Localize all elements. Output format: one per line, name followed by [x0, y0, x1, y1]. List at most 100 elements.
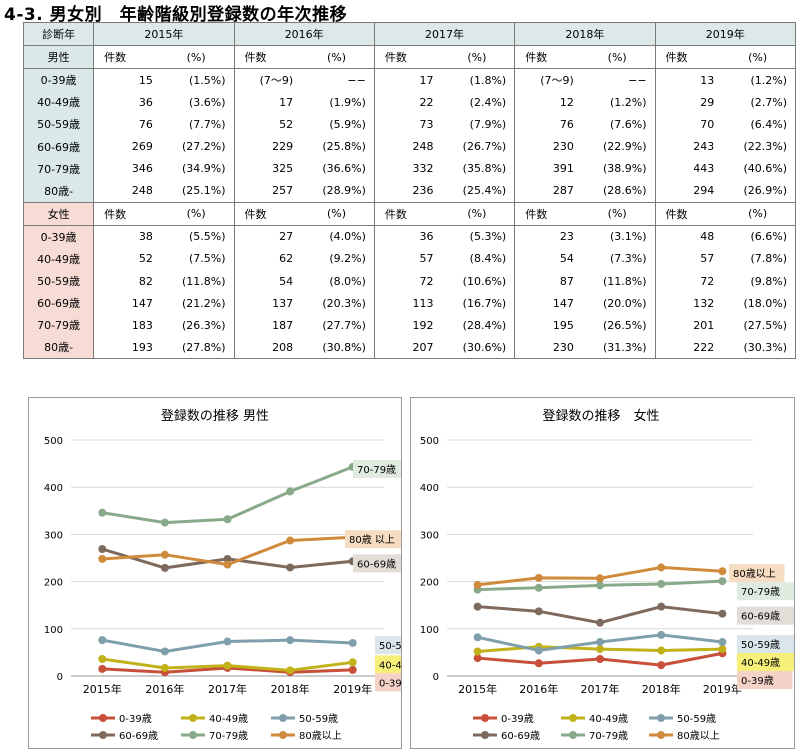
- pct-cell: (18.0%): [720, 292, 797, 315]
- pct-cell: (26.5%): [579, 314, 656, 337]
- pct-cell: (1.2%): [579, 91, 656, 114]
- series-end-label: 50-59歳: [741, 639, 780, 651]
- legend-label: 0-39歳: [119, 713, 152, 725]
- data-point: [160, 518, 169, 527]
- pct-cell: (3.1%): [579, 225, 656, 248]
- data-point: [286, 536, 295, 545]
- pct-cell: (9.2%): [299, 247, 375, 271]
- age-label: 70-79歳: [22, 314, 95, 337]
- y-tick-label: 0: [57, 672, 63, 683]
- pct-cell: (7.9%): [439, 113, 516, 136]
- data-point: [98, 508, 107, 517]
- pct-cell: (21.2%): [158, 292, 235, 315]
- series-end-label: 40-49歳: [741, 657, 780, 669]
- data-point: [223, 560, 232, 569]
- pct-header: (%): [439, 201, 516, 226]
- count-cell: 52: [279, 117, 294, 131]
- y-tick-label: 0: [433, 672, 439, 683]
- age-label: 50-59歳: [22, 113, 95, 136]
- chart-title: 登録数の推移 男性: [161, 409, 269, 424]
- female-chart-frame: 登録数の推移 女性 0 100 200 300 400 500 2015年 2016年 2017年…: [410, 397, 802, 749]
- count-cell: 54: [279, 274, 294, 288]
- data-point: [223, 637, 232, 646]
- pct-cell: (34.9%): [158, 157, 235, 180]
- legend-label: 0-39歳: [501, 713, 534, 725]
- count-cell: 137: [272, 296, 294, 310]
- chart-title: 登録数の推移 女性: [542, 408, 659, 424]
- count-cell: 38: [138, 230, 153, 244]
- data-point: [473, 580, 482, 589]
- x-tick-label: 2017年: [208, 682, 247, 696]
- pct-cell: (35.8%): [439, 157, 516, 180]
- y-tick-label: 300: [44, 530, 63, 541]
- count-cell: 57: [700, 252, 715, 266]
- pct-header: (%): [720, 45, 797, 70]
- table-row: 60-69歳 147 (21.2%) 137 (20.3%) 113 (16.7%) 147 (…: [22, 292, 797, 315]
- female-subheader-row: 女性 件数 (%) 件数 (%) 件数 (%) 件数 (%) 件数 (%): [22, 201, 797, 226]
- pct-cell: (31.3%): [579, 336, 656, 360]
- age-label: 70-79歳: [22, 157, 95, 180]
- pct-cell: (30.3%): [720, 336, 797, 360]
- data-point: [534, 573, 543, 582]
- legend-marker: [569, 714, 577, 722]
- series-end-label: 60-69歳: [357, 558, 396, 570]
- x-tick-label: 2016年: [145, 682, 184, 696]
- legend-label: 80歳以上: [299, 730, 342, 742]
- count-cell: 17: [419, 73, 434, 87]
- data-point: [534, 646, 543, 655]
- year-header-row: 診断年 2015年 2016年 2017年 2018年 2019年: [22, 21, 797, 47]
- pct-cell: (7.3%): [579, 247, 656, 271]
- corner-label: 診断年: [22, 21, 95, 47]
- data-point: [596, 581, 604, 590]
- pct-header: (%): [158, 201, 235, 226]
- pct-cell: (22.9%): [579, 135, 656, 158]
- legend-label: 60-69歳: [501, 730, 540, 742]
- count-cell: 193: [93, 336, 159, 360]
- count-cell: 72: [419, 274, 434, 288]
- count-cell: 87: [559, 274, 574, 288]
- pct-header: (%): [579, 45, 656, 70]
- page-title: 4-3. 男女別 年齢階級別登録数の年次推移: [4, 5, 348, 25]
- count-cell: 229: [272, 140, 294, 154]
- count-cell: 257: [272, 184, 294, 198]
- table-row: 0-39歳 38 (5.5%) 27 (4.0%) 36 (5.3%) 23 (3.1%) 48 (…: [22, 225, 797, 248]
- pct-cell: (26.7%): [439, 135, 516, 158]
- data-point: [160, 563, 169, 572]
- age-label: 50-59歳: [22, 270, 95, 293]
- table-row: 60-69歳 269 (27.2%) 229 (25.8%) 248 (26.7%) 230 (…: [22, 135, 797, 158]
- count-cell: 73: [419, 117, 434, 131]
- end-label-bg: [737, 671, 793, 690]
- x-tick-label: 2019年: [333, 682, 372, 696]
- count-cell: 183: [131, 318, 153, 332]
- data-point: [473, 602, 482, 611]
- end-label-bg: [737, 635, 802, 654]
- count-header: 件数: [374, 201, 440, 226]
- count-header: 件数: [93, 45, 159, 70]
- pct-header: (%): [299, 201, 375, 226]
- data-point: [657, 579, 666, 588]
- pct-cell: (5.3%): [439, 225, 516, 248]
- series-end-label: 60-69歳: [741, 611, 780, 623]
- count-cell: 52: [138, 252, 153, 266]
- age-label: 40-49歳: [22, 91, 95, 114]
- data-point: [718, 609, 727, 618]
- data-point: [657, 661, 666, 670]
- series-end-label: 50-59歳: [379, 640, 401, 652]
- count-cell: 57: [419, 252, 434, 266]
- data-point: [98, 655, 107, 664]
- count-cell: 222: [655, 336, 721, 360]
- data-point: [473, 647, 482, 656]
- pct-cell: (1.9%): [299, 91, 375, 114]
- data-point: [286, 636, 295, 645]
- pct-cell: (25.1%): [158, 179, 235, 203]
- legend-marker: [99, 731, 107, 739]
- count-cell: 27: [279, 230, 294, 244]
- male-subheader-row: 男性 件数 (%) 件数 (%) 件数 (%) 件数 (%) 件数 (%): [22, 45, 797, 70]
- count-cell: 201: [693, 318, 715, 332]
- pct-cell: (36.6%): [299, 157, 375, 180]
- pct-cell: (27.8%): [158, 336, 235, 360]
- female-label: 女性: [22, 201, 95, 226]
- pct-cell: (11.8%): [158, 270, 235, 293]
- count-cell: 13: [700, 73, 715, 87]
- x-tick-label: 2019年: [703, 682, 742, 696]
